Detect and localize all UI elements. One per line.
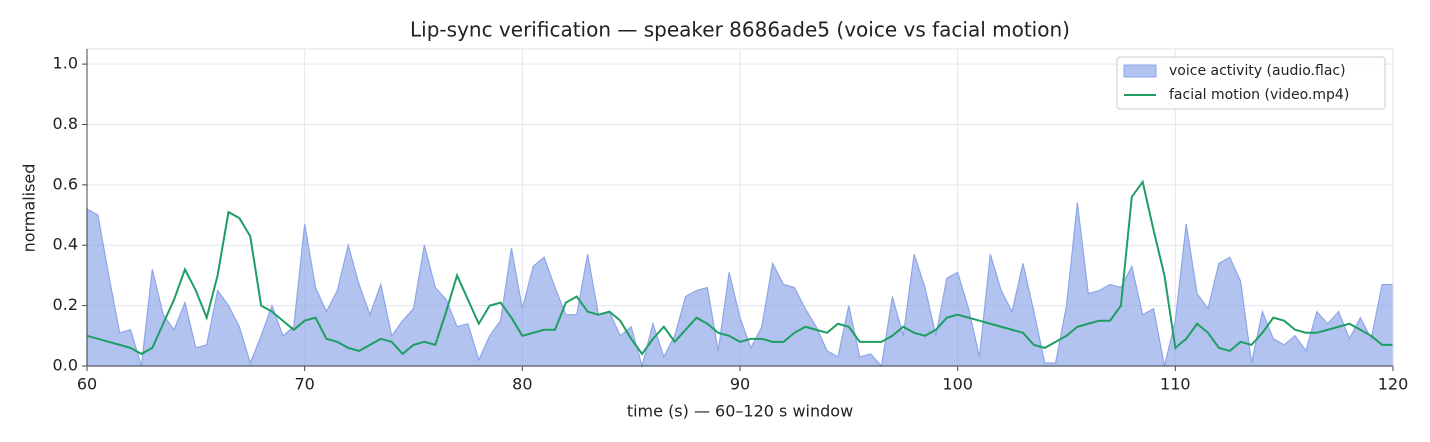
y-tick-label: 1.0 xyxy=(53,54,78,73)
motion-line xyxy=(86,179,1393,356)
chart-title: Lip-sync verification — speaker 8686ade5… xyxy=(410,18,1070,42)
x-tick-label: 90 xyxy=(730,375,750,394)
y-tick-label: 0.6 xyxy=(53,174,78,193)
x-tick-label: 100 xyxy=(942,375,973,394)
x-tick-label: 80 xyxy=(512,375,532,394)
x-tick-label: 60 xyxy=(77,375,97,394)
voice-area xyxy=(86,202,1394,369)
legend-box xyxy=(1116,56,1386,110)
x-tick-label: 120 xyxy=(1378,375,1409,394)
x-axis-label: time (s) — 60–120 s window xyxy=(627,402,853,421)
y-tick-label: 0.2 xyxy=(53,295,78,314)
legend-label: voice activity (audio.flac) xyxy=(1169,63,1346,79)
y-axis-label: normalised xyxy=(20,164,39,253)
x-tick-label: 70 xyxy=(294,375,314,394)
y-tick-label: 0.4 xyxy=(53,235,78,254)
legend-swatch xyxy=(1123,64,1157,78)
legend: voice activity (audio.flac) facial motion… xyxy=(1116,56,1386,110)
x-tick-label: 110 xyxy=(1160,375,1191,394)
y-tick-label: 0.8 xyxy=(53,114,78,133)
legend-label: facial motion (video.mp4) xyxy=(1169,87,1349,103)
y-tick-label: 0.0 xyxy=(53,356,78,375)
